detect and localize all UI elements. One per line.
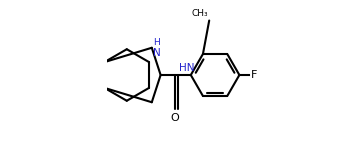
Text: H: H bbox=[153, 38, 160, 47]
Text: HN: HN bbox=[179, 63, 194, 73]
Text: O: O bbox=[170, 112, 179, 123]
Text: F: F bbox=[251, 70, 257, 80]
Text: N: N bbox=[153, 48, 161, 58]
Text: CH₃: CH₃ bbox=[192, 9, 208, 18]
